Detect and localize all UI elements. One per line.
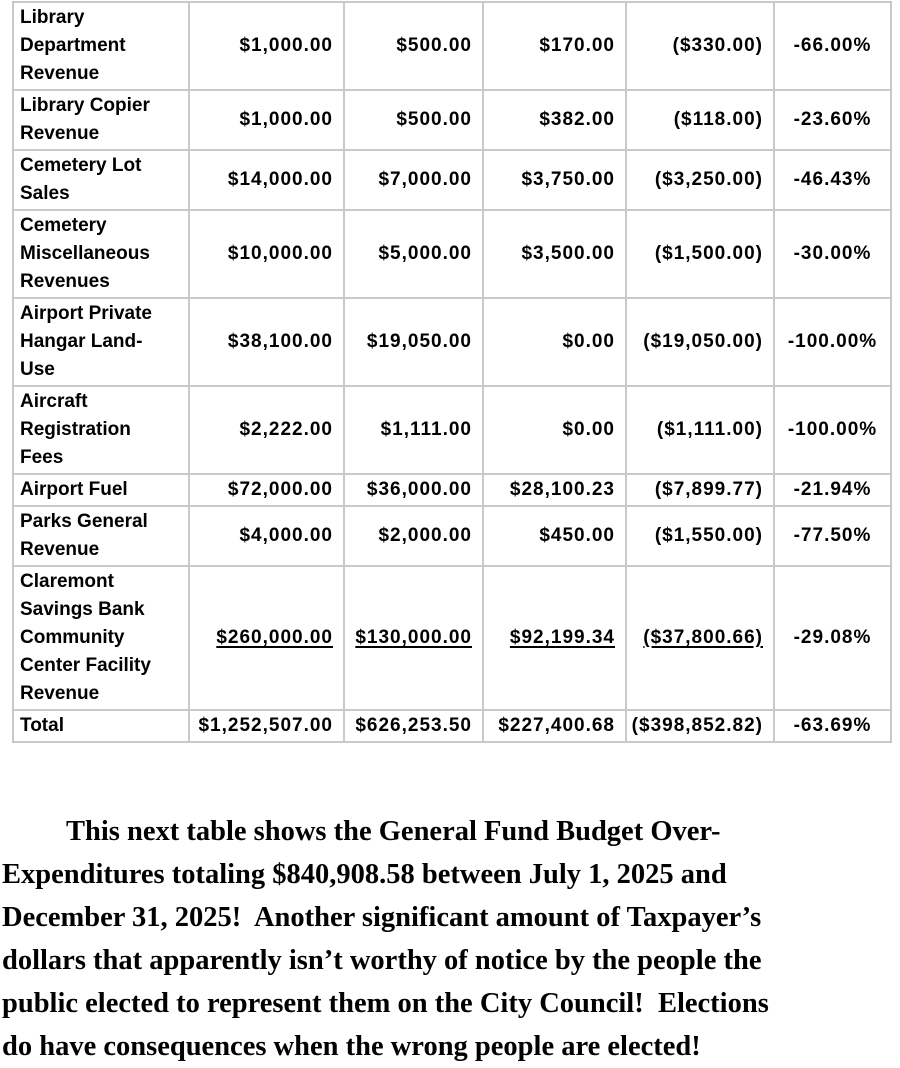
actual-amount-cell: $3,500.00: [482, 209, 627, 299]
variance-amount-cell: ($3,250.00): [625, 149, 775, 211]
row-label-cell: Aircraft Registration Fees: [12, 385, 190, 475]
annual-budget-cell: $2,222.00: [188, 385, 345, 475]
variance-amount-cell: ($398,852.82): [625, 709, 775, 743]
table-row: Airport Fuel $72,000.00 $36,000.00 $28,1…: [12, 473, 892, 507]
variance-percent-cell: -21.94%: [773, 473, 892, 507]
table-row: Claremont Savings Bank Community Center …: [12, 565, 892, 711]
actual-amount-cell: $227,400.68: [482, 709, 627, 743]
annual-budget-cell: $14,000.00: [188, 149, 345, 211]
period-budget-cell: $626,253.50: [343, 709, 484, 743]
table-row: Cemetery Miscellaneous Revenues $10,000.…: [12, 209, 892, 299]
variance-amount-cell: ($37,800.66): [625, 565, 775, 711]
variance-percent-cell: -46.43%: [773, 149, 892, 211]
variance-percent-cell: -77.50%: [773, 505, 892, 567]
row-label-cell: Airport Fuel: [12, 473, 190, 507]
period-budget-cell: $36,000.00: [343, 473, 484, 507]
row-label-cell: Claremont Savings Bank Community Center …: [12, 565, 190, 711]
period-budget-cell: $500.00: [343, 1, 484, 91]
table-row: Library Department Revenue $1,000.00 $50…: [12, 1, 892, 91]
actual-amount-cell: $28,100.23: [482, 473, 627, 507]
variance-percent-cell: -100.00%: [773, 297, 892, 387]
period-budget-cell: $2,000.00: [343, 505, 484, 567]
variance-percent-cell: -23.60%: [773, 89, 892, 151]
period-budget-cell: $19,050.00: [343, 297, 484, 387]
period-budget-cell: $7,000.00: [343, 149, 484, 211]
variance-amount-cell: ($19,050.00): [625, 297, 775, 387]
variance-percent-cell: -63.69%: [773, 709, 892, 743]
actual-amount-cell: $450.00: [482, 505, 627, 567]
annual-budget-cell: $4,000.00: [188, 505, 345, 567]
variance-amount-cell: ($1,500.00): [625, 209, 775, 299]
row-label-cell: Airport Private Hangar Land- Use: [12, 297, 190, 387]
annual-budget-cell: $38,100.00: [188, 297, 345, 387]
annual-budget-cell: $260,000.00: [188, 565, 345, 711]
variance-percent-cell: -66.00%: [773, 1, 892, 91]
row-label-cell: Parks General Revenue: [12, 505, 190, 567]
table-row: Cemetery Lot Sales $14,000.00 $7,000.00 …: [12, 149, 892, 211]
revenue-budget-table: Library Department Revenue $1,000.00 $50…: [12, 1, 892, 743]
variance-amount-cell: ($118.00): [625, 89, 775, 151]
annual-budget-cell: $72,000.00: [188, 473, 345, 507]
row-label-cell: Library Copier Revenue: [12, 89, 190, 151]
actual-amount-cell: $170.00: [482, 1, 627, 91]
actual-amount-cell: $0.00: [482, 297, 627, 387]
table-row: Library Copier Revenue $1,000.00 $500.00…: [12, 89, 892, 151]
row-label-cell: Cemetery Miscellaneous Revenues: [12, 209, 190, 299]
actual-amount-cell: $382.00: [482, 89, 627, 151]
variance-percent-cell: -100.00%: [773, 385, 892, 475]
period-budget-cell: $500.00: [343, 89, 484, 151]
annual-budget-cell: $1,252,507.00: [188, 709, 345, 743]
annual-budget-cell: $10,000.00: [188, 209, 345, 299]
revenue-table-section: Library Department Revenue $1,000.00 $50…: [12, 1, 892, 743]
annual-budget-cell: $1,000.00: [188, 89, 345, 151]
commentary-paragraph: This next table shows the General Fund B…: [2, 816, 769, 1062]
actual-amount-cell: $3,750.00: [482, 149, 627, 211]
period-budget-cell: $1,111.00: [343, 385, 484, 475]
variance-amount-cell: ($1,111.00): [625, 385, 775, 475]
variance-amount-cell: ($7,899.77): [625, 473, 775, 507]
variance-percent-cell: -29.08%: [773, 565, 892, 711]
row-label-cell: Total: [12, 709, 190, 743]
row-label-cell: Library Department Revenue: [12, 1, 190, 91]
variance-amount-cell: ($330.00): [625, 1, 775, 91]
variance-amount-cell: ($1,550.00): [625, 505, 775, 567]
actual-amount-cell: $0.00: [482, 385, 627, 475]
actual-amount-cell: $92,199.34: [482, 565, 627, 711]
table-row: Airport Private Hangar Land- Use $38,100…: [12, 297, 892, 387]
revenue-table-body: Library Department Revenue $1,000.00 $50…: [12, 1, 892, 743]
table-row: Aircraft Registration Fees $2,222.00 $1,…: [12, 385, 892, 475]
period-budget-cell: $130,000.00: [343, 565, 484, 711]
period-budget-cell: $5,000.00: [343, 209, 484, 299]
table-row: Parks General Revenue $4,000.00 $2,000.0…: [12, 505, 892, 567]
annual-budget-cell: $1,000.00: [188, 1, 345, 91]
table-row: Total $1,252,507.00 $626,253.50 $227,400…: [12, 709, 892, 743]
row-label-cell: Cemetery Lot Sales: [12, 149, 190, 211]
variance-percent-cell: -30.00%: [773, 209, 892, 299]
